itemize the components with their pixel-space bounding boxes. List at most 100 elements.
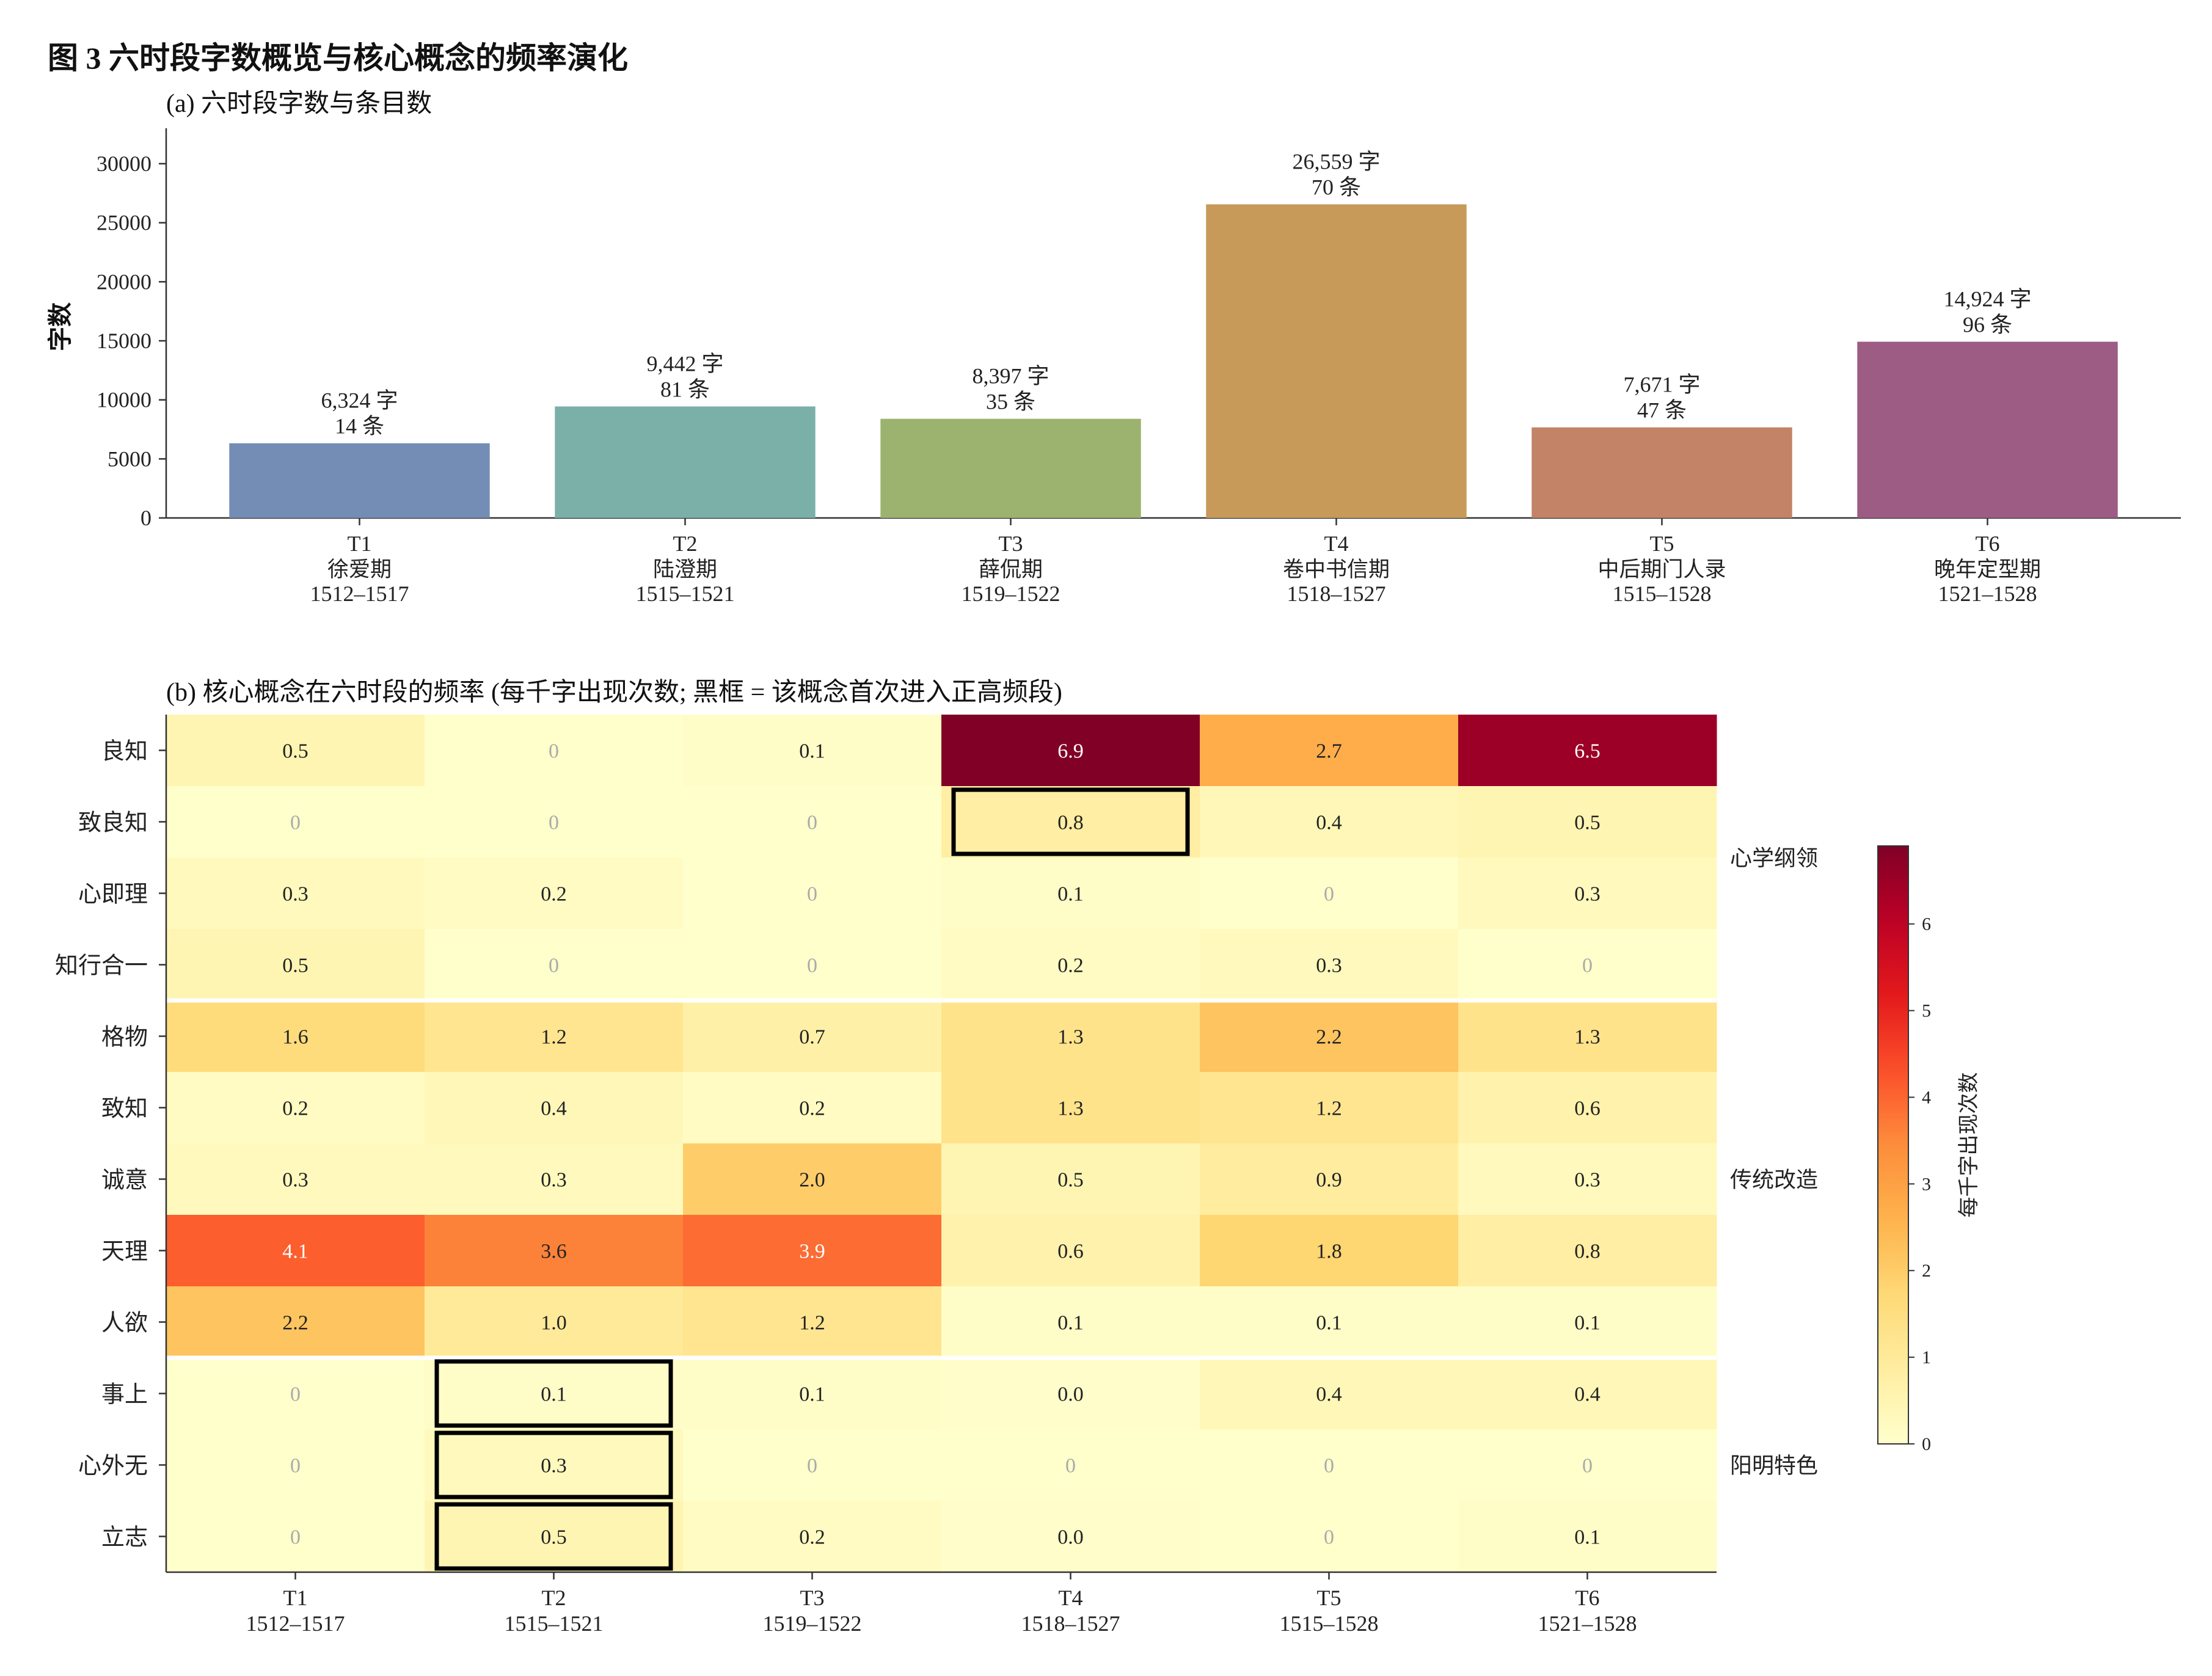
x-tick-years: 1521–1528 [1938, 581, 2037, 606]
heatmap-cell-label: 0 [807, 812, 817, 834]
heatmap-cell-label: 0.4 [1316, 1383, 1342, 1406]
heatmap-cell [1458, 1286, 1717, 1358]
heatmap-cell-label: 0.1 [1574, 1312, 1601, 1335]
x-tick-name: 中后期门人录 [1597, 558, 1726, 582]
heatmap-cell-label: 0.3 [1574, 1169, 1601, 1192]
x-tick-years: 1515–1528 [1613, 581, 1712, 606]
heatmap-cell [166, 929, 425, 1001]
heatmap-cell-label: 0.3 [282, 1169, 308, 1192]
heatmap-cell-label: 0.4 [1574, 1383, 1601, 1406]
bar-entry-label: 14 条 [335, 414, 384, 439]
highlight-box [434, 1359, 673, 1428]
col-label-years: 1518–1527 [1021, 1611, 1120, 1636]
col-label-code: T2 [542, 1586, 566, 1610]
colorbar-tick-label: 5 [1922, 1001, 1931, 1021]
heatmap-cell [1458, 1429, 1717, 1501]
heatmap-cell-label: 2.7 [1316, 740, 1342, 763]
heatmap-panel: (b) 核心概念在六时段的频率 (每千字出现次数; 黑框 = 该概念首次进入正高… [55, 678, 1981, 1636]
colorbar-label: 每千字出现次数 [1957, 1073, 1981, 1218]
x-tick-years: 1512–1517 [310, 581, 409, 606]
bar-t4 [1206, 204, 1467, 518]
colorbar-tick-label: 1 [1922, 1347, 1931, 1368]
heatmap-cell-label: 0 [549, 955, 559, 977]
heatmap-cell [683, 1143, 942, 1215]
x-tick-years: 1515–1521 [636, 581, 735, 606]
heatmap-cell [425, 786, 684, 858]
heatmap-cell-label: 0.1 [1316, 1312, 1342, 1335]
col-label-years: 1519–1522 [763, 1611, 862, 1636]
heatmap-cell-label: 0.0 [1057, 1526, 1084, 1549]
row-label: 立志 [101, 1524, 148, 1551]
heatmap-cell-label: 0.2 [1057, 955, 1084, 977]
col-label-code: T4 [1059, 1586, 1083, 1610]
heatmap-cell [166, 1000, 425, 1073]
heatmap-cell [1200, 786, 1459, 858]
heatmap-cell [1200, 1429, 1459, 1501]
bar-value-label: 9,442 字 [646, 351, 723, 376]
heatmap-cell [941, 1072, 1200, 1144]
heatmap-cell [941, 858, 1200, 930]
heatmap-cell-label: 0 [290, 1455, 301, 1477]
heatmap-cell-label: 0 [290, 1383, 301, 1406]
x-tick-code: T4 [1324, 531, 1349, 556]
heatmap-cell [1458, 1143, 1717, 1215]
group-label: 阳明特色 [1730, 1454, 1818, 1479]
x-tick-code: T1 [348, 531, 372, 556]
x-tick-years: 1518–1527 [1287, 581, 1386, 606]
heatmap-cell [683, 715, 942, 787]
heatmap-cell [425, 858, 684, 930]
highlight-box [434, 1502, 673, 1571]
heatmap-cell-label: 1.3 [1574, 1026, 1601, 1049]
col-label-code: T3 [800, 1586, 825, 1610]
heatmap-cell [1200, 1000, 1459, 1073]
col-label-years: 1515–1521 [505, 1611, 604, 1636]
heatmap-cell-label: 2.2 [282, 1312, 308, 1335]
heatmap-cell-label: 6.5 [1574, 740, 1601, 763]
heatmap-cell-label: 0.7 [799, 1026, 825, 1049]
heatmap-cell [425, 1358, 684, 1430]
row-label: 天理 [101, 1238, 148, 1265]
heatmap-cell-label: 0.2 [282, 1098, 308, 1120]
heatmap-cell-label: 0.9 [1316, 1169, 1342, 1192]
col-label-code: T6 [1575, 1586, 1600, 1610]
row-label: 致良知 [78, 809, 148, 836]
heatmap-cell [425, 715, 684, 787]
row-label: 致知 [101, 1095, 148, 1122]
col-label-code: T1 [283, 1586, 308, 1610]
heatmap-cell [1200, 929, 1459, 1001]
heatmap-cell [683, 1000, 942, 1073]
heatmap-cell [166, 1429, 425, 1501]
heatmap-cell-label: 0 [1324, 1455, 1334, 1477]
heatmap-cell-label: 0.2 [799, 1526, 825, 1549]
heatmap-cell-label: 0.5 [282, 740, 308, 763]
heatmap-cell [1200, 858, 1459, 930]
heatmap-cell-label: 0.5 [282, 955, 308, 977]
heatmap-cell [941, 929, 1200, 1001]
heatmap-cell-label: 0.8 [1057, 812, 1084, 834]
colorbar-tick-label: 6 [1922, 914, 1931, 935]
heatmap-cell-label: 0.1 [1057, 1312, 1084, 1335]
heatmap-cell-label: 0 [1324, 1526, 1334, 1549]
heatmap-cell-label: 0.5 [541, 1526, 567, 1549]
heatmap-cell [166, 1215, 425, 1287]
heatmap-cell [1200, 1215, 1459, 1287]
heatmap-cell [425, 1501, 684, 1573]
x-tick-name: 薛侃期 [979, 558, 1043, 582]
heatmap-cell [1458, 1000, 1717, 1073]
heatmap-cell [1458, 1215, 1717, 1287]
heatmap-cell-label: 0.1 [541, 1383, 567, 1406]
x-tick-code: T3 [999, 531, 1023, 556]
y-tick-label: 15000 [97, 329, 151, 353]
heatmap-cell-label: 0 [807, 883, 817, 906]
heatmap-cell-label: 0.1 [799, 1383, 825, 1406]
heatmap-cell-label: 0.8 [1574, 1241, 1601, 1263]
heatmap-cell [941, 1143, 1200, 1215]
heatmap-cell [166, 1286, 425, 1358]
bar-t1 [229, 443, 490, 518]
heatmap-cell-label: 1.0 [541, 1312, 567, 1335]
heatmap-cell [683, 1072, 942, 1144]
y-axis: 0 5000 10000 15000 20000 25000 30000 [97, 128, 2181, 530]
col-label-years: 1515–1528 [1280, 1611, 1379, 1636]
heatmap-cell-label: 1.3 [1057, 1098, 1084, 1120]
heatmap-cell-label: 0.4 [1316, 812, 1342, 834]
